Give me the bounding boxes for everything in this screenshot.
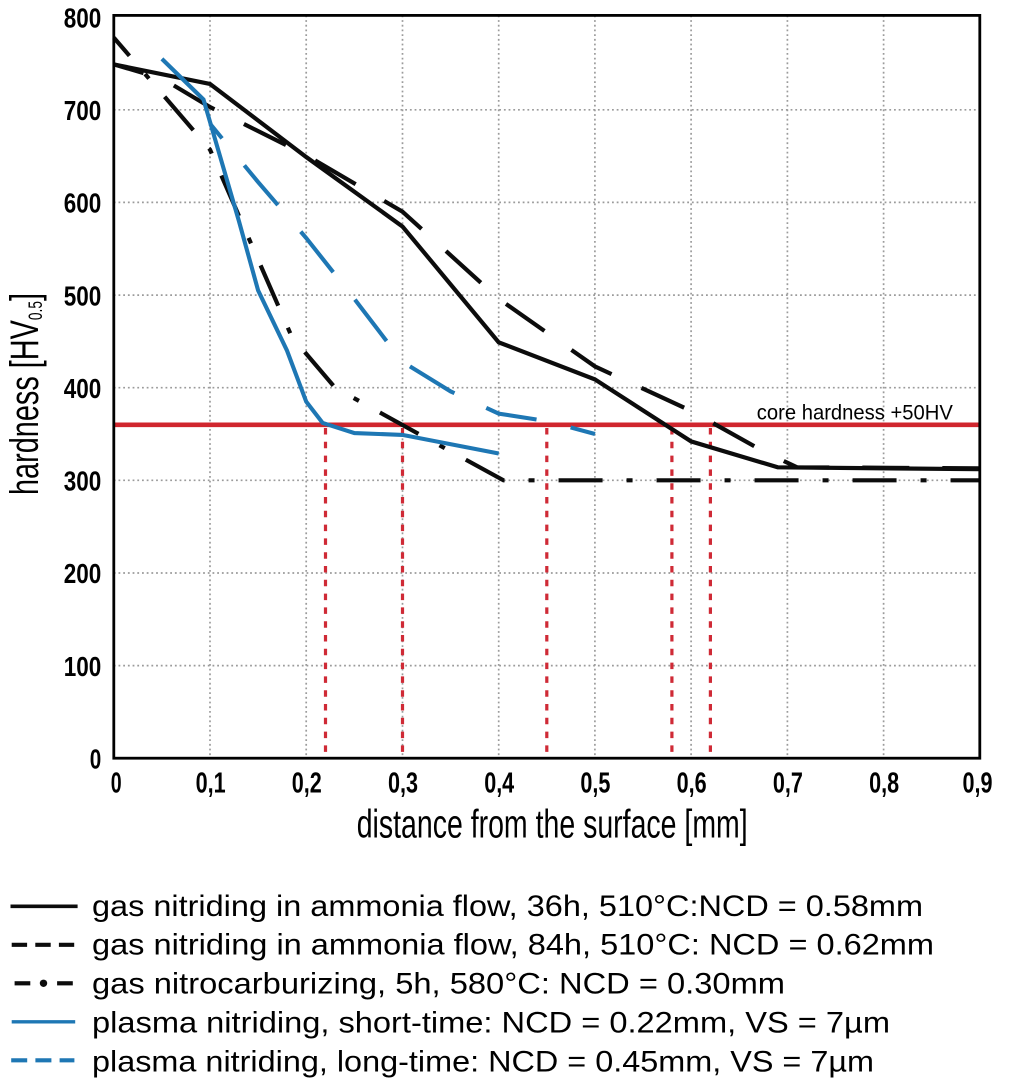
svg-text:0,1: 0,1 (196, 768, 226, 800)
svg-text:0,9: 0,9 (963, 768, 993, 800)
svg-text:0: 0 (111, 768, 122, 800)
svg-text:distance from the surface [mm]: distance from the surface [mm] (357, 803, 748, 847)
svg-text:500: 500 (64, 280, 102, 311)
svg-text:300: 300 (64, 466, 102, 497)
svg-text:plasma nitriding, long-time: N: plasma nitriding, long-time: NCD = 0.45m… (92, 1045, 874, 1078)
svg-text:gas nitriding in ammonia flow,: gas nitriding in ammonia flow, 36h, 510°… (92, 890, 923, 923)
svg-text:700: 700 (64, 95, 102, 126)
svg-text:0,4: 0,4 (484, 768, 514, 800)
svg-text:0,6: 0,6 (677, 768, 707, 800)
svg-text:gas nitriding in ammonia flow,: gas nitriding in ammonia flow, 84h, 510°… (92, 929, 934, 962)
svg-text:400: 400 (64, 373, 102, 404)
svg-text:0,5: 0,5 (580, 768, 610, 800)
svg-text:plasma nitriding, short-time:: plasma nitriding, short-time: NCD = 0.22… (92, 1007, 890, 1040)
svg-text:0: 0 (90, 744, 102, 775)
svg-text:100: 100 (64, 651, 102, 682)
svg-text:0,8: 0,8 (869, 768, 899, 800)
svg-text:0,3: 0,3 (388, 768, 418, 800)
svg-text:800: 800 (64, 2, 102, 33)
svg-text:200: 200 (64, 558, 102, 589)
svg-text:core hardness +50HV: core hardness +50HV (757, 401, 954, 425)
svg-text:0,2: 0,2 (292, 768, 322, 800)
svg-text:600: 600 (64, 188, 102, 219)
svg-text:gas nitrocarburizing, 5h, 580°: gas nitrocarburizing, 5h, 580°C: NCD = 0… (92, 968, 785, 1001)
svg-text:0,7: 0,7 (773, 768, 803, 800)
svg-text:hardness [HV0.5]: hardness [HV0.5] (3, 293, 47, 495)
